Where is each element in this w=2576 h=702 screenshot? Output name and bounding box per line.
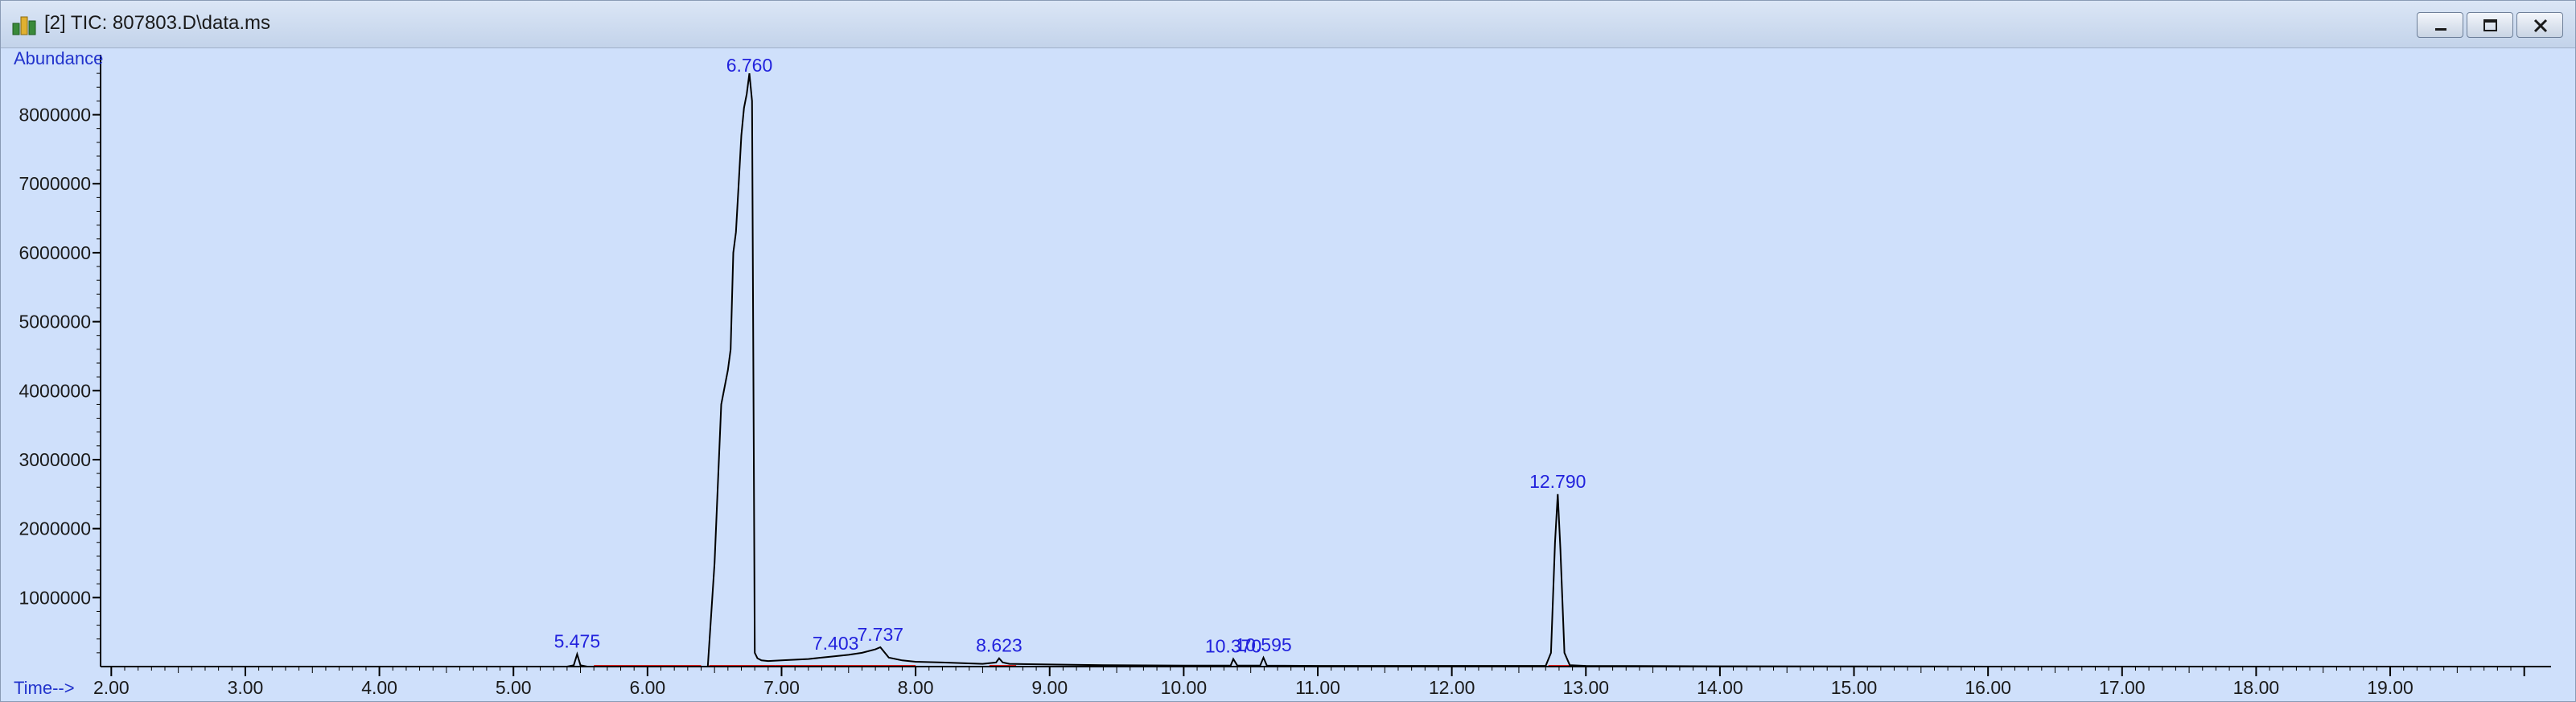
x-tick-label: 3.00 [228,677,264,698]
x-tick-label: 7.00 [763,677,800,698]
y-tick-label: 5000000 [19,312,91,332]
peak-label[interactable]: 7.403 [813,633,859,654]
x-tick-label: 5.00 [496,677,532,698]
x-tick-label: 14.00 [1697,677,1743,698]
y-tick-label: 1000000 [19,587,91,608]
x-tick-label: 11.00 [1295,677,1340,698]
y-tick-label: 7000000 [19,173,91,194]
x-tick-label: 4.00 [361,677,397,698]
chart-area[interactable]: 1000000 2000000 3000000 4000000 5000000 60000… [1,48,2575,701]
window-title: [2] TIC: 807803.D\data.ms [44,12,271,34]
y-axis-title: Abundance [14,48,103,68]
y-tick-label: 4000000 [19,380,91,401]
peak-label[interactable]: 12.790 [1529,471,1586,492]
x-tick-label: 12.00 [1429,677,1475,698]
x-tick-label: 2.00 [93,677,130,698]
x-tick-label: 10.00 [1161,677,1208,698]
x-tick-label: 17.00 [2099,677,2146,698]
maximize-button[interactable] [2467,12,2513,38]
y-tick-label: 2000000 [19,518,91,539]
x-tick-label: 16.00 [1965,677,2011,698]
close-icon [2533,19,2548,33]
minimize-button[interactable] [2417,12,2463,38]
y-tick-label: 8000000 [19,105,91,126]
peak-label[interactable]: 8.623 [976,635,1023,656]
y-tick-label: 3000000 [19,449,91,470]
minimize-icon [2435,28,2446,31]
peak-label[interactable]: 6.760 [726,55,773,76]
x-tick-label: 18.00 [2233,677,2280,698]
x-tick-label: 9.00 [1031,677,1068,698]
peak-label[interactable]: 5.475 [554,631,601,652]
x-tick-label: 15.00 [1831,677,1878,698]
chromatogram-app-icon [12,14,36,36]
x-tick-label: 13.00 [1562,677,1609,698]
x-tick-label: 6.00 [629,677,665,698]
peak-label[interactable]: 10.370 [1205,636,1261,657]
chromatogram-chart[interactable]: 1000000 2000000 3000000 4000000 5000000 60000… [1,48,2575,701]
x-tick-label: 19.00 [2367,677,2413,698]
maximize-icon [2483,19,2497,31]
x-axis-title: Time--> [14,678,75,698]
y-tick-label: 6000000 [19,242,91,263]
tic-trace-line[interactable] [111,72,2525,667]
peak-label[interactable]: 10.595 [1235,634,1291,655]
close-button[interactable] [2516,12,2563,38]
title-bar[interactable]: [2] TIC: 807803.D\data.ms [1,1,2575,48]
x-tick-label: 8.00 [898,677,934,698]
peak-label[interactable]: 7.737 [858,624,904,645]
